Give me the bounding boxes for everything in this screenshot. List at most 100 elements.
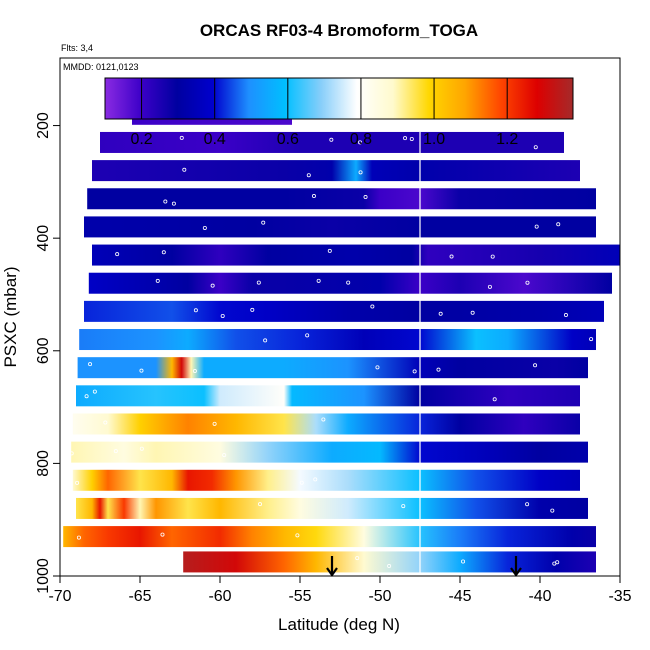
sample-point: [327, 248, 332, 253]
colorbar-gradient: [104, 77, 574, 120]
y-tick-label: 400: [35, 225, 52, 252]
sample-point: [161, 250, 166, 255]
sample-point: [212, 421, 217, 426]
x-tick-label: -35: [608, 588, 631, 605]
plot-area-frame: [59, 57, 621, 577]
heatmap-band: [84, 300, 604, 322]
sample-point: [299, 480, 304, 485]
sample-point: [163, 199, 168, 204]
sample-point: [75, 480, 80, 485]
x-tick-label: -45: [448, 588, 471, 605]
heatmap-band: [100, 131, 564, 153]
sample-point: [263, 338, 268, 343]
sample-point: [210, 283, 215, 288]
sample-point: [533, 145, 538, 150]
flights-note: Flts: 3,4: [61, 43, 93, 53]
heatmap-band: [92, 244, 620, 266]
sample-point: [525, 502, 530, 507]
heatmap-band: [87, 188, 596, 210]
sample-point: [250, 307, 255, 312]
colorbar: 0.2 0.4 0.6 0.8 1.0 1.2: [104, 77, 574, 148]
down-arrow-icon: [510, 556, 522, 577]
sample-point: [313, 477, 318, 482]
sample-point: [222, 453, 227, 458]
sample-point: [84, 394, 89, 399]
colorbar-tick-label: 0.2: [130, 131, 152, 148]
sample-point: [552, 561, 557, 566]
sample-point: [346, 280, 351, 285]
sample-point: [449, 254, 454, 259]
sample-point: [192, 369, 197, 374]
heatmap-layers: [63, 103, 620, 576]
sample-point: [534, 224, 539, 229]
heatmap-band: [72, 413, 581, 435]
sample-point: [305, 333, 310, 338]
x-axis: -70 -65 -60 -55 -50 -45 -40 -35: [48, 576, 632, 605]
heatmap-band: [76, 385, 580, 407]
sample-point: [370, 304, 375, 309]
colorbar-tick-label: 0.8: [350, 131, 372, 148]
sample-point: [375, 365, 380, 370]
colorbar-tick-label: 1.0: [423, 131, 445, 148]
date-note: MMDD: 0121,0123: [63, 62, 139, 72]
sample-point: [490, 254, 495, 259]
markers: [326, 556, 522, 577]
sample-point: [182, 167, 187, 172]
down-arrow-icon: [326, 556, 338, 577]
sample-point: [412, 369, 417, 374]
heatmap-band: [79, 329, 596, 351]
heatmap-band: [76, 497, 588, 519]
sample-point: [556, 222, 561, 227]
sample-point: [139, 446, 144, 451]
sample-point: [202, 225, 207, 230]
sample-point: [88, 362, 93, 367]
sample-point: [492, 397, 497, 402]
sample-point: [179, 135, 184, 140]
y-axis: 200 400 600 800 1000: [35, 112, 60, 594]
sample-point: [261, 220, 266, 225]
sample-point: [436, 367, 441, 372]
sample-point: [563, 313, 568, 318]
heatmap-band: [183, 551, 596, 573]
sample-point: [311, 194, 316, 199]
heatmap-band: [92, 160, 580, 182]
sample-point: [438, 311, 443, 316]
x-tick-label: -50: [368, 588, 391, 605]
x-tick-label: -40: [528, 588, 551, 605]
sample-point: [103, 420, 108, 425]
x-axis-label: Latitude (deg N): [278, 615, 400, 634]
sample-point: [256, 280, 261, 285]
sample-point: [306, 173, 311, 178]
sample-point: [321, 417, 326, 422]
heatmap-band: [72, 469, 581, 491]
heatmap-band: [77, 357, 588, 379]
sample-point: [403, 136, 408, 141]
y-tick-label: 1000: [35, 558, 52, 594]
sample-point: [155, 278, 160, 283]
x-tick-label: -55: [288, 588, 311, 605]
x-tick-label: -60: [208, 588, 231, 605]
sample-point: [113, 449, 118, 454]
sample-point: [358, 170, 363, 175]
sample-point: [160, 532, 165, 537]
sample-point: [171, 201, 176, 206]
sample-point: [92, 389, 97, 394]
y-tick-label: 800: [35, 450, 52, 477]
sample-point: [220, 313, 225, 318]
sample-point: [295, 533, 300, 538]
sample-point: [316, 278, 321, 283]
sample-point: [69, 451, 74, 456]
sample-point: [363, 195, 368, 200]
sample-point: [139, 368, 144, 373]
sample-point: [487, 284, 492, 289]
sample-point: [589, 337, 594, 342]
heatmap-band: [88, 272, 613, 294]
sample-point: [533, 363, 538, 368]
sample-point: [358, 140, 363, 145]
sample-point: [329, 137, 334, 142]
colorbar-tick-label: 0.6: [277, 131, 299, 148]
sample-point: [409, 136, 414, 141]
heatmap-band: [63, 526, 596, 548]
sample-point: [193, 308, 198, 313]
heatmap-band: [84, 216, 596, 238]
